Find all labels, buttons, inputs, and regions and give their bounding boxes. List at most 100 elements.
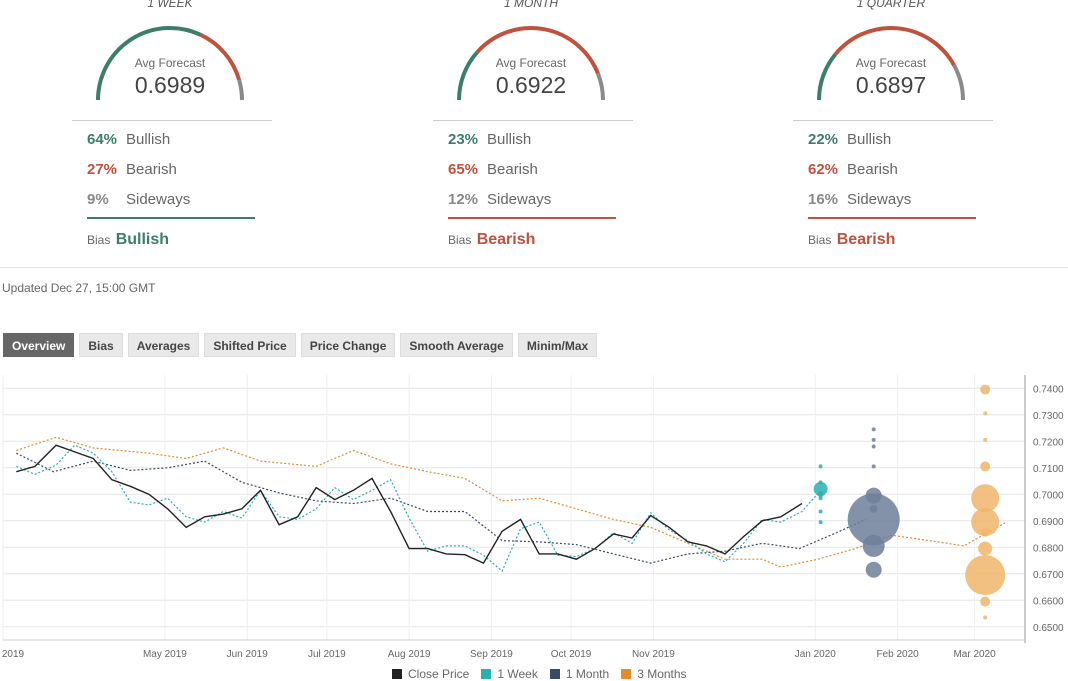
sideways-pct: 16% (808, 191, 839, 208)
forecast-panel-1-week: 1 WEEK Avg Forecast 0.6989 64% Bullish 27… (70, 0, 290, 260)
bias-line (448, 217, 616, 219)
tab-shifted-price[interactable]: Shifted Price (204, 333, 296, 357)
forecast-bubble (980, 461, 991, 472)
bias: Bias Bullish (87, 231, 169, 249)
gauge-sideways-arc (952, 64, 965, 101)
bias-value: Bullish (115, 231, 170, 248)
divider (72, 120, 272, 121)
tab-smooth-average[interactable]: Smooth Average (400, 333, 513, 357)
sideways-pct: 12% (448, 191, 479, 208)
x-tick-label: Aug 2019 (388, 649, 431, 660)
legend-item-3-months[interactable]: 3 Months (621, 667, 687, 681)
forecast-bubble (817, 491, 824, 498)
bias-line (808, 217, 976, 219)
forecast-panel-1-month: 1 MONTH Avg Forecast 0.6922 23% Bullish 6… (431, 0, 651, 260)
forecast-bubble (813, 481, 828, 496)
updated-timestamp: Updated Dec 27, 15:00 GMT (2, 281, 156, 295)
forecast-bubble (871, 464, 876, 469)
forecast-bubble (978, 541, 993, 556)
forecast-bubbles-1-week (813, 464, 828, 525)
bearish-label: Bearish (487, 161, 538, 178)
series-line-1-month (16, 452, 866, 564)
bullish-pct: 22% (808, 131, 839, 148)
bearish-pct: 27% (87, 161, 118, 178)
bias-value: Bearish (836, 231, 896, 248)
gauge-bullish-arc (96, 26, 202, 101)
bias-line (87, 217, 255, 219)
divider (433, 120, 633, 121)
bearish-label: Bearish (847, 161, 898, 178)
panel-title: 1 WEEK (147, 0, 193, 10)
forecast-bubble (862, 534, 885, 557)
y-tick-label: 0.6900 (1033, 517, 1064, 528)
forecast-bubble (980, 596, 991, 607)
gauge-sideways-arc (596, 72, 605, 101)
chart-tabs: Overview Bias Averages Shifted Price Pri… (3, 333, 602, 357)
gauge-bearish-arc (199, 33, 242, 81)
x-tick-label: Mar 2019 (0, 649, 25, 660)
tab-overview[interactable]: Overview (3, 333, 75, 357)
x-tick-label: Jun 2019 (227, 649, 269, 660)
forecast-gauge (817, 26, 965, 101)
bullish-label: Bullish (126, 131, 171, 148)
forecast-bubble (983, 615, 988, 620)
legend-swatch (481, 669, 492, 679)
bias-label: Bias (448, 233, 472, 247)
sideways-pct: 9% (87, 191, 109, 208)
legend-item-1-month[interactable]: 1 Month (549, 667, 610, 681)
forecast-bubble (871, 427, 876, 432)
legend-swatch (392, 669, 402, 679)
bias: Bias Bearish (448, 231, 535, 249)
panel-title: 1 QUARTER (856, 0, 926, 10)
forecast-bubble (965, 555, 1006, 596)
tab-bias[interactable]: Bias (79, 333, 123, 357)
forecast-bubble (971, 484, 1000, 513)
forecast-bubble (818, 496, 823, 501)
forecast-bubble (971, 508, 1000, 537)
forecast-panel-1-quarter: 1 QUARTER Avg Forecast 0.6897 22% Bullish… (791, 0, 1011, 260)
gauge-bearish-arc (833, 26, 956, 67)
forecast-bubble (871, 444, 876, 449)
bullish-pct: 64% (87, 131, 118, 148)
legend-label: Close Price (408, 667, 470, 681)
sideways-label: Sideways (126, 191, 191, 208)
x-tick-label: Sep 2019 (470, 649, 513, 660)
legend-swatch (549, 669, 560, 679)
bullish-pct: 23% (448, 131, 479, 148)
tab-price-change[interactable]: Price Change (300, 333, 396, 357)
forecast-bubbles-3-months (965, 384, 1006, 620)
bias-value: Bearish (476, 231, 536, 248)
bias: Bias Bearish (808, 231, 895, 249)
forecast-bubble (865, 561, 882, 578)
forecast-bubbles-1-month (847, 427, 900, 578)
avg-forecast-value: 0.6922 (495, 72, 567, 98)
chart-legend: Close Price 1 Week 1 Month 3 Months (392, 667, 699, 681)
y-tick-label: 0.6600 (1033, 596, 1064, 607)
bullish-label: Bullish (847, 131, 892, 148)
bullish-label: Bullish (487, 131, 532, 148)
y-tick-label: 0.7400 (1033, 384, 1064, 395)
series-line-close-price (16, 444, 803, 564)
legend-label: 1 Month (565, 667, 610, 681)
tab-averages[interactable]: Averages (127, 333, 200, 357)
y-tick-label: 0.7200 (1033, 437, 1064, 448)
bearish-pct: 65% (448, 161, 479, 178)
x-tick-label: Feb 2020 (876, 649, 919, 660)
tab-minim-max[interactable]: Minim/Max (517, 333, 598, 357)
forecast-bubble (818, 509, 823, 514)
bias-label: Bias (808, 233, 832, 247)
gauge-bullish-arc (457, 51, 479, 101)
legend-label: 1 Week (497, 667, 538, 681)
legend-item-close-price[interactable]: Close Price (392, 667, 469, 681)
avg-forecast-label: Avg Forecast (134, 56, 206, 70)
divider (793, 120, 993, 121)
gauge-bullish-arc (817, 52, 838, 101)
y-tick-label: 0.7000 (1033, 490, 1064, 501)
forecast-bubble (980, 384, 991, 395)
bias-label: Bias (87, 233, 111, 247)
panel-title: 1 MONTH (504, 0, 558, 10)
avg-forecast-label: Avg Forecast (495, 56, 567, 70)
legend-item-1-week[interactable]: 1 Week (481, 667, 538, 681)
forecast-bubble (818, 464, 823, 469)
legend-swatch (621, 669, 632, 679)
